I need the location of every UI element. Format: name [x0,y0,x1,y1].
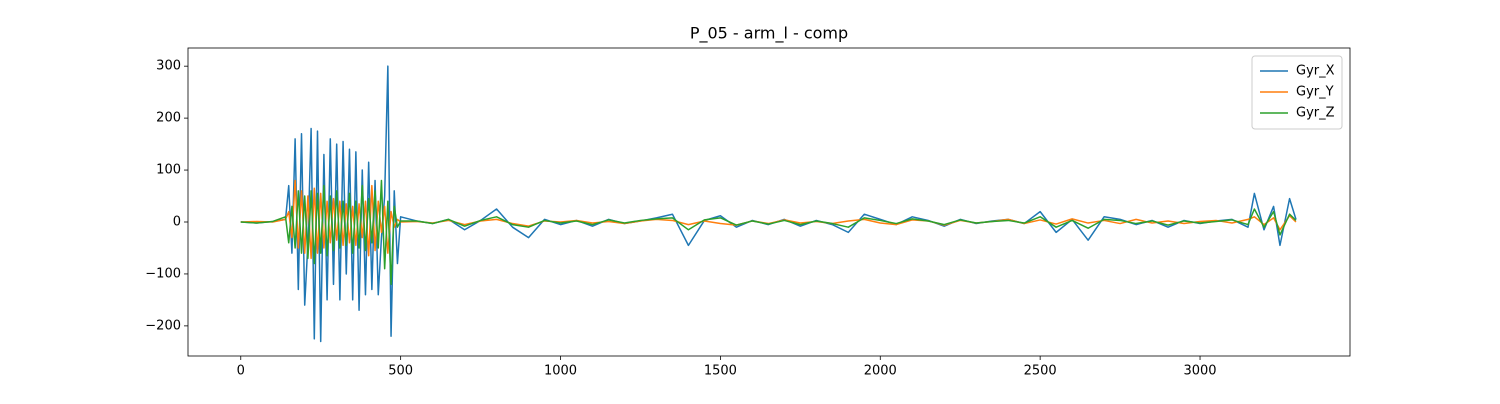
x-tick-label: 3000 [1183,364,1216,379]
chart-title: P_05 - arm_l - comp [690,24,848,44]
y-tick-label: 0 [173,214,181,229]
legend-box [1251,55,1343,130]
x-tick-label: 1000 [544,364,577,379]
y-tick-label: 300 [156,59,181,74]
x-tick-label: 2500 [1024,364,1057,379]
y-tick-label: 100 [156,163,181,178]
y-tick-label: 200 [156,111,181,126]
legend-label: Gyr_Y [1296,85,1334,100]
x-tick-label: 1500 [704,364,737,379]
y-tick-label: −200 [145,318,181,333]
x-tick-label: 0 [237,364,245,379]
legend-label: Gyr_X [1296,64,1335,79]
series-line [240,179,1297,260]
plot-frame [187,47,1351,357]
x-tick-label: 2000 [864,364,897,379]
series-line [240,65,1297,343]
legend-label: Gyr_Z [1296,106,1335,121]
series-line [240,179,1297,286]
x-tick-label: 500 [388,364,413,379]
y-tick-label: −100 [145,266,181,281]
